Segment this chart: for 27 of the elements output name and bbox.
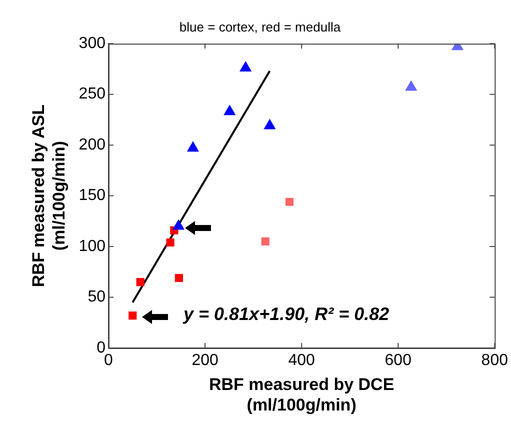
point <box>224 105 236 116</box>
point <box>128 311 137 320</box>
y-tick-label: 0 <box>96 339 106 356</box>
point <box>405 80 417 91</box>
annotation: y = 0.81x+1.90, R² = 0.82 <box>182 304 390 324</box>
x-axis-title: RBF measured by DCE (ml/100g/min) <box>208 375 394 414</box>
point <box>264 119 276 130</box>
point <box>172 220 184 230</box>
point <box>166 238 174 247</box>
y-tick-label: 50 <box>88 288 106 306</box>
point <box>174 274 184 282</box>
y-tick-label: 250 <box>78 86 106 103</box>
y-axis-title: RBF measured by ASL (ml/100g/min) <box>28 104 68 288</box>
y-tick-label: 150 <box>78 187 106 204</box>
x-tick-label: 600 <box>384 352 412 370</box>
chart-subtitle: blue = cortex, red = medulla <box>179 19 342 34</box>
y-tick-label: 200 <box>78 136 106 154</box>
y-tick-label: 100 <box>78 238 106 255</box>
point <box>261 237 270 246</box>
point <box>136 278 144 286</box>
point <box>285 198 294 206</box>
x-tick-label: 200 <box>192 352 218 370</box>
x-tick-label: 400 <box>288 352 316 370</box>
y-tick-label: 300 <box>78 35 106 52</box>
point <box>240 61 252 72</box>
x-tick-label: 800 <box>481 352 508 370</box>
point <box>187 142 199 152</box>
